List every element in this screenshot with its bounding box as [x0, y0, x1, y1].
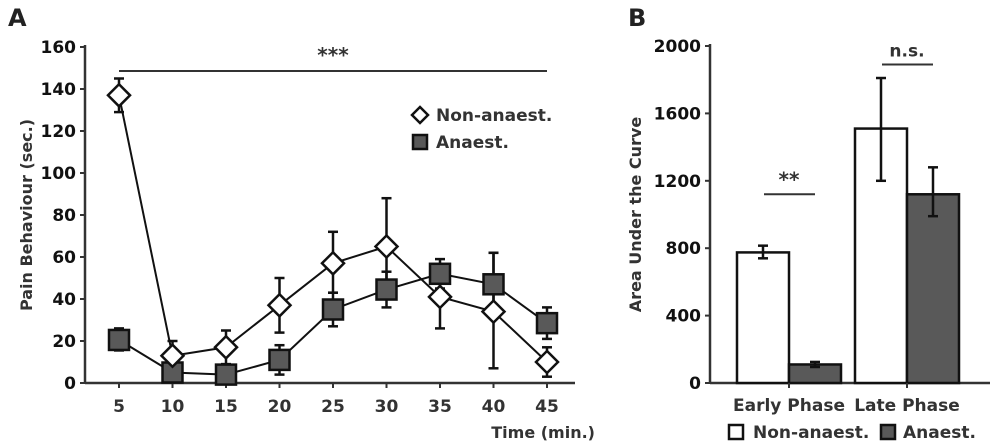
significance-label: n.s.: [889, 42, 924, 62]
bar-non-anaest: [735, 251, 791, 385]
data-point-non-anaest: [320, 250, 346, 277]
y-tick-label: 20: [52, 332, 76, 352]
y-tick-label: 80: [52, 206, 76, 226]
y-axis-title: Pain Behaviour (sec.): [17, 119, 36, 311]
legend-label-non-anaest: Non-anaest.: [753, 423, 869, 443]
bar-anaest: [905, 193, 961, 385]
data-point-anaest: [375, 278, 398, 301]
data-point-anaest: [268, 348, 291, 372]
legend-label-anaest: Anaest.: [436, 133, 509, 153]
y-tick-label: 800: [666, 239, 702, 259]
y-tick-label: 0: [689, 374, 701, 394]
y-tick-label: 1600: [654, 104, 701, 124]
y-tick-label: 120: [41, 122, 77, 142]
data-point-non-anaest: [159, 342, 186, 369]
x-tick-label: 25: [321, 397, 345, 417]
data-point-anaest: [535, 311, 559, 335]
x-tick-label: 10: [161, 397, 185, 417]
x-tick-label: 35: [428, 397, 452, 417]
category-label: Early Phase: [733, 396, 845, 416]
x-axis-title: Time (min.): [491, 423, 595, 442]
y-tick-label: 1200: [654, 172, 701, 192]
y-tick-label: 40: [52, 290, 76, 310]
data-point-anaest: [107, 328, 131, 352]
data-point-non-anaest: [534, 349, 560, 375]
x-tick-label: 5: [113, 397, 125, 417]
data-point-anaest: [428, 262, 452, 286]
category-label: Late Phase: [854, 396, 960, 416]
x-tick-label: 15: [214, 397, 238, 417]
x-tick-label: 45: [535, 397, 559, 417]
data-point-non-anaest: [427, 284, 453, 310]
x-tick-label: 30: [375, 397, 399, 417]
y-tick-label: 60: [52, 248, 76, 268]
data-point-non-anaest: [213, 334, 239, 361]
y-tick-label: 140: [41, 80, 77, 100]
legend-label-non-anaest: Non-anaest.: [436, 106, 552, 126]
data-point-anaest: [482, 273, 505, 296]
x-tick-label: 40: [482, 397, 506, 417]
significance-label: ***: [317, 43, 349, 67]
data-point-anaest: [321, 298, 345, 321]
data-point-non-anaest: [106, 82, 132, 109]
data-point-non-anaest: [373, 233, 400, 260]
y-tick-label: 400: [666, 307, 702, 327]
y-axis-title: Area Under the Curve: [626, 117, 645, 313]
data-point-non-anaest: [480, 298, 507, 325]
significance-label: **: [779, 167, 800, 191]
panel-label-a: A: [8, 4, 27, 32]
data-point-non-anaest: [266, 292, 293, 319]
x-tick-label: 20: [268, 397, 292, 417]
data-point-anaest: [214, 363, 238, 386]
chart-a: 0 20 40 60 80 100 120 140 160 5 10 15 20 25 30 35 40 45 Ti…: [17, 38, 595, 442]
y-tick-label: 160: [41, 38, 77, 58]
legend-label-anaest: Anaest.: [903, 423, 976, 443]
chart-b: 0 400 800 1200 1600 2000 Area Under the Curve E…: [626, 37, 990, 443]
legend-marker-non-anaest: [727, 423, 745, 441]
legend-marker-anaest: [411, 133, 429, 151]
legend-marker-non-anaest: [410, 105, 430, 125]
y-tick-label: 2000: [654, 37, 701, 57]
panel-label-b: B: [628, 4, 646, 32]
legend-marker-anaest: [879, 423, 897, 441]
y-tick-label: 100: [41, 164, 77, 184]
y-tick-label: 0: [64, 374, 76, 394]
